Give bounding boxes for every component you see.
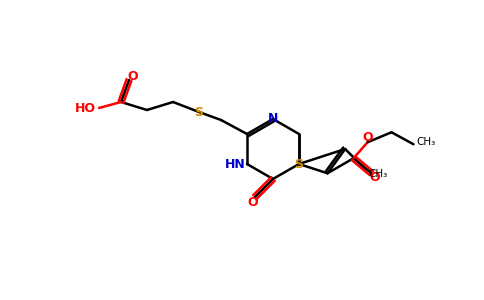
Text: CH₃: CH₃	[368, 169, 387, 179]
Text: S: S	[294, 158, 303, 170]
Text: O: O	[128, 70, 138, 83]
Text: O: O	[362, 131, 373, 144]
Text: HN: HN	[225, 158, 246, 170]
Text: O: O	[369, 171, 380, 184]
Text: CH₃: CH₃	[417, 137, 436, 147]
Text: HO: HO	[75, 101, 96, 115]
Text: N: N	[268, 112, 278, 124]
Text: S: S	[195, 106, 203, 118]
Text: O: O	[248, 196, 258, 208]
